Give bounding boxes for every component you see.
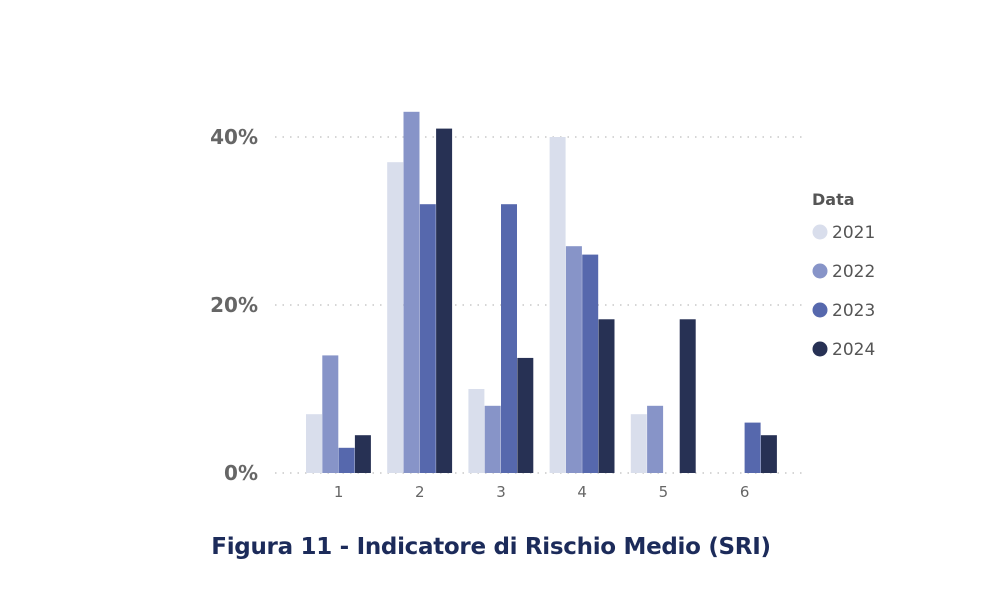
bar-2021-cat-3	[468, 389, 485, 473]
bar-2024-cat-5	[679, 319, 696, 473]
bar-2024-cat-2	[436, 128, 453, 473]
bar-2024-cat-1	[354, 435, 371, 473]
bar-2023-cat-3	[501, 204, 517, 473]
gridlines	[275, 136, 805, 474]
y-tick-label: 40%	[210, 125, 258, 149]
bar-2024-cat-6	[760, 435, 777, 473]
bars	[306, 111, 777, 474]
x-tick-label: 5	[659, 483, 669, 501]
x-axis-ticks: 1 2 3 4 5 6	[334, 483, 750, 501]
x-tick-label: 4	[577, 483, 587, 501]
bar-2022-cat-1	[322, 355, 339, 473]
y-tick-label: 0%	[224, 461, 258, 485]
x-tick-label: 6	[740, 483, 750, 501]
bar-2021-cat-4	[549, 137, 566, 473]
legend-label: 2024	[832, 340, 875, 360]
x-tick-label: 2	[415, 483, 425, 501]
x-tick-label: 1	[334, 483, 344, 501]
bar-2022-cat-2	[403, 111, 420, 474]
bar-2023-cat-6	[744, 422, 761, 473]
y-tick-label: 20%	[210, 293, 258, 317]
legend-marker	[812, 341, 828, 357]
legend-label: 2021	[832, 223, 875, 243]
bar-2023-cat-2	[419, 204, 436, 473]
x-tick-label: 3	[496, 483, 506, 501]
legend-marker	[812, 263, 828, 279]
legend: Data 2021 2022 2023 2024	[812, 190, 875, 360]
bar-2021-cat-2	[387, 162, 404, 473]
legend-label: 2023	[832, 301, 875, 321]
bar-2021-cat-1	[306, 414, 322, 473]
legend-marker	[812, 302, 828, 318]
bar-2023-cat-1	[338, 447, 355, 473]
bar-2022-cat-4	[565, 246, 582, 473]
legend-label: 2022	[832, 262, 875, 282]
y-axis-ticks: 0% 20% 40%	[210, 125, 258, 485]
figure-caption: Figura 11 - Indicatore di Rischio Medio …	[211, 534, 771, 560]
bar-2022-cat-5	[647, 405, 664, 473]
bar-2023-cat-4	[582, 254, 599, 473]
legend-marker	[812, 224, 828, 240]
bar-2021-cat-5	[630, 414, 647, 473]
legend-title: Data	[812, 190, 855, 209]
bar-2022-cat-3	[484, 405, 501, 473]
bar-2024-cat-4	[598, 319, 615, 473]
bar-2024-cat-3	[517, 357, 534, 473]
